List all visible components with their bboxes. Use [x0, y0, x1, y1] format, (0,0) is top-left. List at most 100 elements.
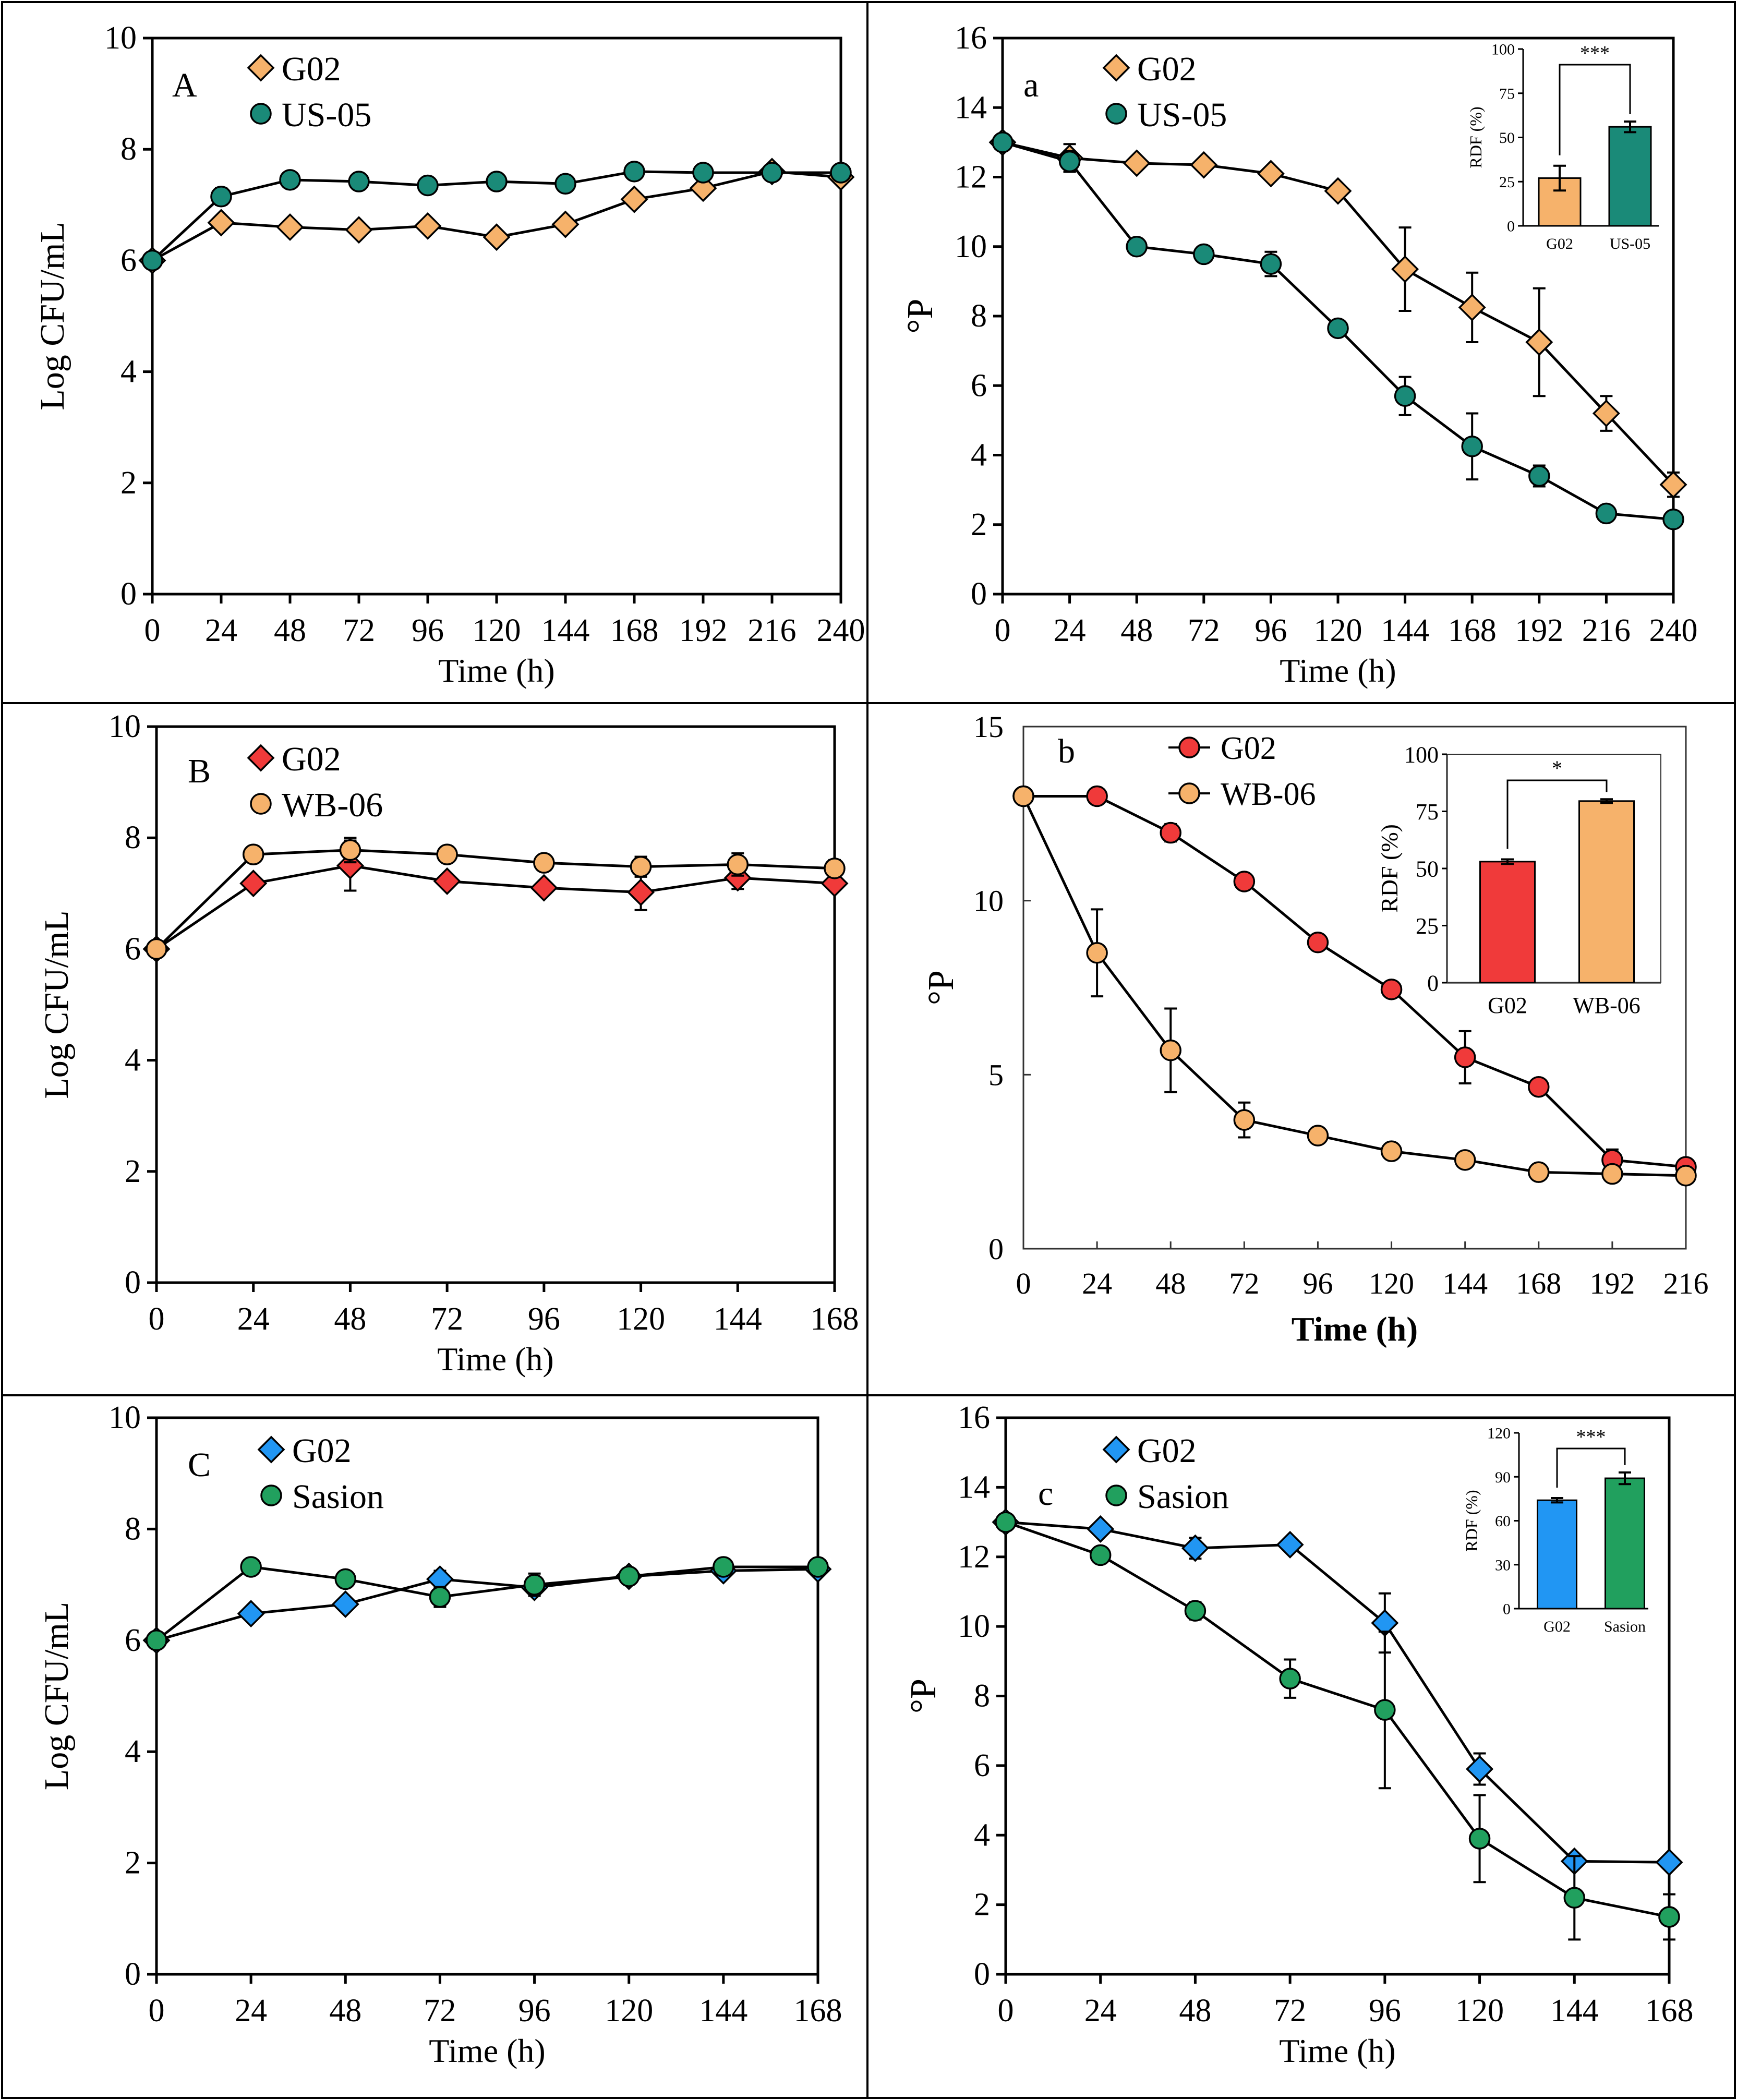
inset-category-label: G02: [1543, 1618, 1571, 1635]
panel-label: c: [1038, 1475, 1053, 1513]
data-point: [141, 249, 163, 272]
legend-label: G02: [1137, 1432, 1197, 1470]
x-tick-label: 48: [334, 1301, 366, 1337]
inset-y-axis-label: RDF (%): [1376, 824, 1403, 913]
inset-bar-G02: [1537, 1499, 1577, 1610]
x-tick-label: 24: [205, 613, 237, 648]
y-tick-label: 2: [125, 1845, 141, 1881]
data-point: [554, 173, 576, 195]
series-Sasion: [146, 1556, 829, 1651]
data-point: [1260, 253, 1282, 275]
legend-marker: [257, 1435, 285, 1464]
y-tick-label: 16: [955, 20, 987, 56]
x-tick-label: 168: [1448, 613, 1497, 648]
inset-y-tick-label: 25: [1416, 913, 1439, 939]
data-point: [482, 223, 511, 251]
data-point: [276, 213, 304, 241]
x-tick-label: 168: [794, 1993, 842, 2029]
legend-marker: [1178, 737, 1200, 758]
plot-frame: [155, 725, 836, 1284]
data-point: [692, 162, 714, 184]
data-point: [1184, 1600, 1207, 1622]
legend-marker: [247, 54, 275, 82]
data-point: [240, 1556, 262, 1578]
data-point: [239, 870, 268, 898]
y-tick-label: 0: [125, 1957, 141, 1992]
inset-y-axis-label: RDF (%): [1466, 106, 1485, 168]
data-point: [623, 161, 645, 183]
legend: G02 WB-06: [1168, 731, 1316, 812]
data-point: [1601, 1163, 1623, 1185]
x-tick-label: 168: [610, 613, 659, 648]
legend-marker: [260, 1485, 282, 1506]
x-tick-label: 24: [1082, 1266, 1112, 1300]
data-point: [1193, 243, 1215, 265]
data-point: [689, 174, 717, 202]
panel-label: b: [1058, 732, 1075, 770]
inset-category-label: US-05: [1610, 235, 1650, 252]
inset-y-tick-label: 0: [1507, 218, 1515, 235]
data-point: [1058, 150, 1081, 173]
legend-label: G02: [282, 50, 341, 88]
legend-marker: [247, 744, 275, 772]
data-point: [620, 185, 648, 213]
series-line: [155, 864, 835, 950]
data-point: [1525, 328, 1553, 356]
data-point: [1380, 979, 1403, 1000]
x-tick-label: 168: [1645, 1993, 1694, 2029]
inset-y-tick-label: 50: [1499, 129, 1515, 147]
y-tick-label: 0: [971, 576, 987, 612]
x-tick-label: 48: [1179, 1993, 1211, 2029]
data-point: [1160, 1039, 1181, 1061]
series-G02: [138, 158, 855, 274]
legend: G02 Sasion: [1102, 1432, 1229, 1516]
y-tick-label: 10: [955, 229, 987, 264]
series-line: [155, 1565, 818, 1642]
x-tick-label: 144: [1550, 1993, 1599, 2029]
data-point: [630, 855, 652, 878]
inset-y-tick-label: 25: [1499, 174, 1515, 191]
data-point: [146, 1630, 167, 1651]
inset-y-axis-label: RDF (%): [1462, 1490, 1481, 1551]
data-point: [237, 1600, 265, 1628]
panel-label: C: [188, 1446, 211, 1484]
data-point: [210, 186, 232, 208]
data-point: [242, 843, 264, 865]
inset-bar-Sasion: [1605, 1477, 1645, 1610]
series-line: [1022, 795, 1686, 1177]
y-tick-label: 6: [971, 368, 987, 403]
data-point: [1374, 1699, 1396, 1721]
legend-marker: [250, 793, 272, 815]
series-line: [155, 849, 835, 950]
series-Sasion: [995, 1511, 1680, 1941]
data-point: [334, 1568, 357, 1590]
x-tick-label: 144: [1381, 613, 1429, 648]
inset-category-label: G02: [1488, 993, 1527, 1018]
data-point: [1528, 465, 1550, 487]
plot-frame: [1022, 726, 1687, 1250]
x-tick-label: 48: [329, 1993, 361, 2029]
x-tick-label: 144: [541, 613, 590, 648]
y-tick-label: 2: [125, 1154, 141, 1189]
data-point: [1279, 1668, 1301, 1689]
data-point: [1276, 1530, 1304, 1559]
y-tick-label: 10: [104, 20, 137, 56]
y-tick-label: 12: [955, 160, 987, 195]
data-point: [1662, 509, 1684, 530]
series-line: [1023, 794, 1686, 1168]
y-tick-label: 10: [108, 709, 141, 744]
x-tick-label: 168: [811, 1301, 859, 1337]
legend-marker: [1102, 1435, 1130, 1464]
data-point: [713, 1556, 734, 1578]
inset-bar-WB-06: [1578, 800, 1635, 984]
y-tick-label: 0: [125, 1265, 141, 1300]
inset-y-tick-label: 60: [1495, 1513, 1511, 1530]
data-point: [336, 852, 364, 879]
inset-category-label: WB-06: [1573, 993, 1640, 1018]
y-axis-label: °P: [921, 970, 961, 1005]
y-tick-label: 6: [120, 243, 137, 278]
x-tick-label: 48: [1120, 613, 1153, 648]
y-tick-label: 8: [125, 1511, 141, 1547]
x-tick-label: 120: [605, 1993, 653, 2029]
